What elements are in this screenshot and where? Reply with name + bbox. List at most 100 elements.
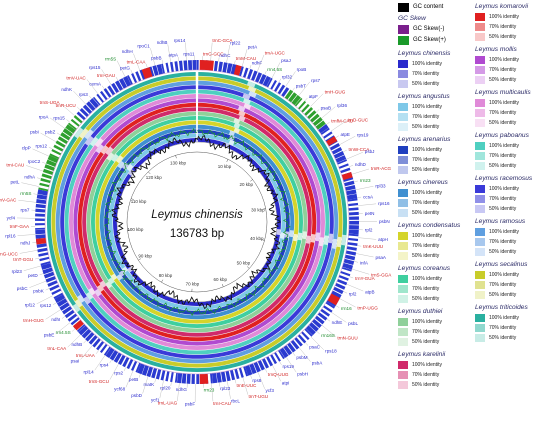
gene-leader (292, 87, 295, 92)
identity-swatch (475, 185, 485, 193)
gene-leader (358, 237, 377, 240)
identity-swatch (398, 328, 408, 336)
gene-box (216, 372, 222, 383)
gene-box (281, 87, 290, 98)
gene-box (287, 342, 296, 353)
gc-baseline (116, 141, 278, 303)
gene-leader (310, 93, 324, 107)
identity-row: 70% identity (398, 241, 474, 251)
identity-gap (248, 91, 257, 98)
gene-box (284, 89, 294, 100)
genome-name: Leymus chinensis (151, 209, 243, 221)
species-name: Leymus komarovii (475, 3, 529, 10)
gene-box (333, 150, 345, 159)
gene-box (270, 354, 278, 365)
identity-gap (74, 299, 83, 308)
gene-box (122, 75, 132, 87)
gene-box (250, 70, 258, 82)
gene-label: trnF-GAA (10, 224, 30, 229)
gene-label: trnL-CAA (47, 346, 67, 351)
gene-label: psaI (71, 358, 80, 363)
gene-box (64, 309, 75, 319)
gene-leader (116, 60, 126, 77)
gene-box (279, 347, 289, 359)
gene-label: psbF (185, 401, 195, 406)
gene-label: rps19 (357, 133, 369, 138)
legend-species-leymus-duthiei: Leymus duthiei 100% identity 70% identity 5… (398, 307, 474, 350)
gene-box (340, 270, 351, 277)
gene-leader (42, 162, 46, 164)
identity-row: 100% identity (475, 12, 550, 22)
gene-leader (234, 379, 237, 384)
gene-label: psbI (30, 129, 39, 134)
gene-box (273, 82, 282, 93)
gene-leader (357, 196, 362, 198)
gene-box (283, 344, 293, 356)
gene-box (40, 261, 51, 266)
identity-swatch (475, 23, 485, 31)
identity-label: 100% identity (489, 186, 520, 192)
gene-leader (250, 374, 252, 379)
gene-box (186, 373, 191, 384)
gene-leader (335, 305, 340, 308)
identity-swatch (398, 361, 408, 369)
legend-species-leymus-condensatus: Leymus condensatus 100% identity 70% ident… (398, 221, 474, 264)
gene-box (39, 256, 50, 262)
gene-box (347, 198, 358, 202)
gene-leader (133, 53, 140, 71)
identity-row: 50% identity (398, 251, 474, 261)
gene-leader (210, 42, 213, 61)
legend-species-leymus-ramosus: Leymus ramosus 100% identity 70% identity 5… (475, 217, 550, 260)
gene-box (344, 254, 356, 261)
gene-label: psaB (321, 106, 331, 111)
gene-box (137, 363, 146, 375)
gene-leader (349, 165, 354, 167)
gene-label: rrn5S (105, 56, 116, 61)
identity-ring (99, 124, 295, 320)
gene-leader (21, 182, 39, 187)
gene-box (161, 63, 165, 74)
gene-leader (242, 377, 249, 395)
identity-label: 100% identity (412, 233, 443, 239)
identity-gap (331, 238, 338, 249)
identity-row: 70% identity (475, 280, 550, 290)
gene-box (165, 62, 170, 73)
trna-box (35, 237, 47, 245)
identity-gap (88, 287, 96, 296)
identity-swatch (475, 248, 485, 256)
gene-box (181, 373, 187, 384)
gene-box (99, 90, 108, 101)
trna-box (199, 373, 209, 384)
gene-box (113, 352, 122, 363)
identity-gap (72, 303, 81, 313)
gene-leader (351, 168, 370, 175)
gene-label: ndhJ (20, 241, 30, 246)
gene-box (109, 349, 119, 361)
identity-label: 100% identity (412, 276, 443, 282)
gene-label: psbM (296, 355, 307, 360)
gene-leader (23, 265, 42, 271)
identity-swatch (398, 381, 408, 389)
legend-species-leymus-cinereus: Leymus cinereus 100% identity 70% identity… (398, 178, 474, 221)
gene-box (304, 107, 314, 116)
gene-leader (358, 203, 377, 206)
identity-gap (105, 146, 114, 156)
gene-box (178, 60, 184, 71)
gene-label: psbT (296, 84, 306, 89)
legend-gc-skew-pos: GC Skew(+) (398, 35, 474, 46)
ruler-label: 20 kbp (240, 182, 254, 187)
identity-label: 70% identity (412, 200, 440, 206)
gene-box (291, 95, 301, 106)
gene-leader (56, 132, 61, 136)
gene-box (79, 108, 89, 118)
gene-box (192, 60, 197, 71)
gene-leader (265, 368, 268, 373)
identity-label: 50% identity (412, 253, 440, 259)
identity-label: 70% identity (412, 372, 440, 378)
gene-box (131, 360, 138, 371)
gene-box (76, 324, 86, 333)
gene-leader (226, 44, 230, 63)
identity-label: 70% identity (412, 157, 440, 163)
gene-box (348, 216, 359, 220)
identity-ring (104, 129, 290, 315)
